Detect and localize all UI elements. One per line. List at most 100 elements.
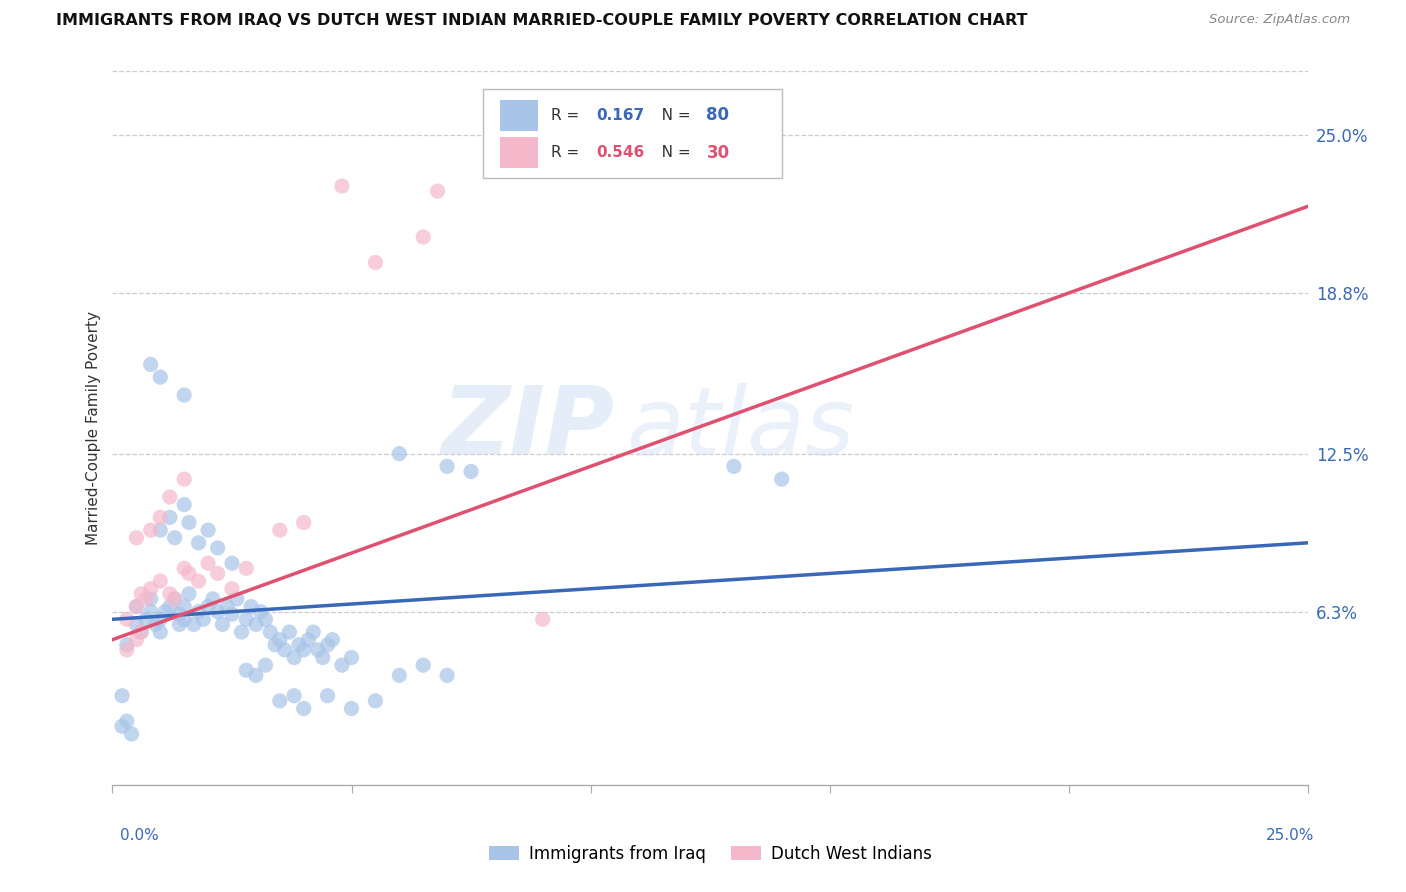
Point	[235, 612, 257, 626]
Point	[173, 612, 195, 626]
Point	[177, 566, 200, 581]
Text: atlas: atlas	[627, 383, 855, 474]
Point	[149, 625, 172, 640]
Point	[163, 591, 186, 606]
Point	[187, 605, 209, 619]
Point	[139, 591, 162, 606]
Point	[278, 625, 301, 640]
Point	[225, 591, 247, 606]
Text: 0.546: 0.546	[596, 145, 645, 161]
Point	[183, 617, 205, 632]
Text: 80: 80	[706, 106, 730, 124]
Point	[221, 607, 243, 622]
Text: R =: R =	[551, 108, 589, 123]
Point	[173, 472, 195, 486]
Point	[269, 523, 291, 537]
Point	[307, 643, 329, 657]
Point	[139, 605, 162, 619]
Point	[364, 694, 387, 708]
Point	[173, 561, 195, 575]
Point	[207, 541, 229, 555]
Point	[249, 605, 271, 619]
Point	[235, 663, 257, 677]
Point	[169, 617, 191, 632]
Text: N =: N =	[647, 108, 695, 123]
Point	[121, 727, 143, 741]
Point	[412, 658, 434, 673]
Point	[217, 599, 239, 614]
Point	[125, 599, 148, 614]
Point	[292, 701, 315, 715]
Point	[173, 498, 195, 512]
Text: N =: N =	[647, 145, 695, 161]
Point	[177, 516, 200, 530]
Text: 30: 30	[706, 144, 730, 161]
Point	[139, 523, 162, 537]
Point	[292, 643, 315, 657]
Point	[187, 574, 209, 588]
Point	[187, 536, 209, 550]
Point	[245, 668, 267, 682]
Text: 0.0%: 0.0%	[120, 828, 159, 843]
Point	[149, 523, 172, 537]
Point	[388, 668, 411, 682]
Point	[302, 625, 325, 640]
Point	[139, 358, 162, 372]
Text: Source: ZipAtlas.com: Source: ZipAtlas.com	[1209, 13, 1350, 27]
Point	[169, 607, 191, 622]
Point	[292, 516, 315, 530]
Point	[149, 370, 172, 384]
Point	[163, 591, 186, 606]
Point	[159, 510, 181, 524]
Point	[197, 556, 219, 570]
Point	[426, 184, 449, 198]
Point	[723, 459, 745, 474]
Point	[269, 632, 291, 647]
Point	[283, 689, 305, 703]
Point	[197, 523, 219, 537]
Text: 25.0%: 25.0%	[1267, 828, 1315, 843]
Point	[115, 612, 138, 626]
Point	[269, 694, 291, 708]
Point	[207, 605, 229, 619]
Point	[388, 447, 411, 461]
Point	[436, 668, 458, 682]
Point	[254, 658, 277, 673]
Point	[115, 643, 138, 657]
Point	[159, 587, 181, 601]
Point	[264, 638, 287, 652]
Point	[231, 625, 253, 640]
Point	[129, 625, 152, 640]
Point	[531, 612, 554, 626]
Point	[193, 612, 215, 626]
Point	[221, 582, 243, 596]
Point	[129, 587, 152, 601]
Point	[240, 599, 263, 614]
Point	[197, 599, 219, 614]
Point	[340, 650, 363, 665]
Point	[125, 632, 148, 647]
Point	[221, 556, 243, 570]
Point	[297, 632, 319, 647]
Point	[207, 566, 229, 581]
Point	[111, 689, 134, 703]
Point	[125, 531, 148, 545]
Point	[770, 472, 793, 486]
Point	[211, 617, 233, 632]
Point	[316, 689, 339, 703]
Point	[125, 617, 148, 632]
Point	[173, 388, 195, 402]
Point	[153, 605, 176, 619]
Point	[125, 599, 148, 614]
FancyBboxPatch shape	[484, 89, 782, 178]
Point	[115, 638, 138, 652]
FancyBboxPatch shape	[499, 137, 538, 169]
Point	[312, 650, 335, 665]
Point	[288, 638, 311, 652]
Point	[149, 574, 172, 588]
Legend: Immigrants from Iraq, Dutch West Indians: Immigrants from Iraq, Dutch West Indians	[482, 838, 938, 870]
Point	[321, 632, 343, 647]
Text: ZIP: ZIP	[441, 382, 614, 475]
Point	[201, 591, 224, 606]
Text: R =: R =	[551, 145, 589, 161]
